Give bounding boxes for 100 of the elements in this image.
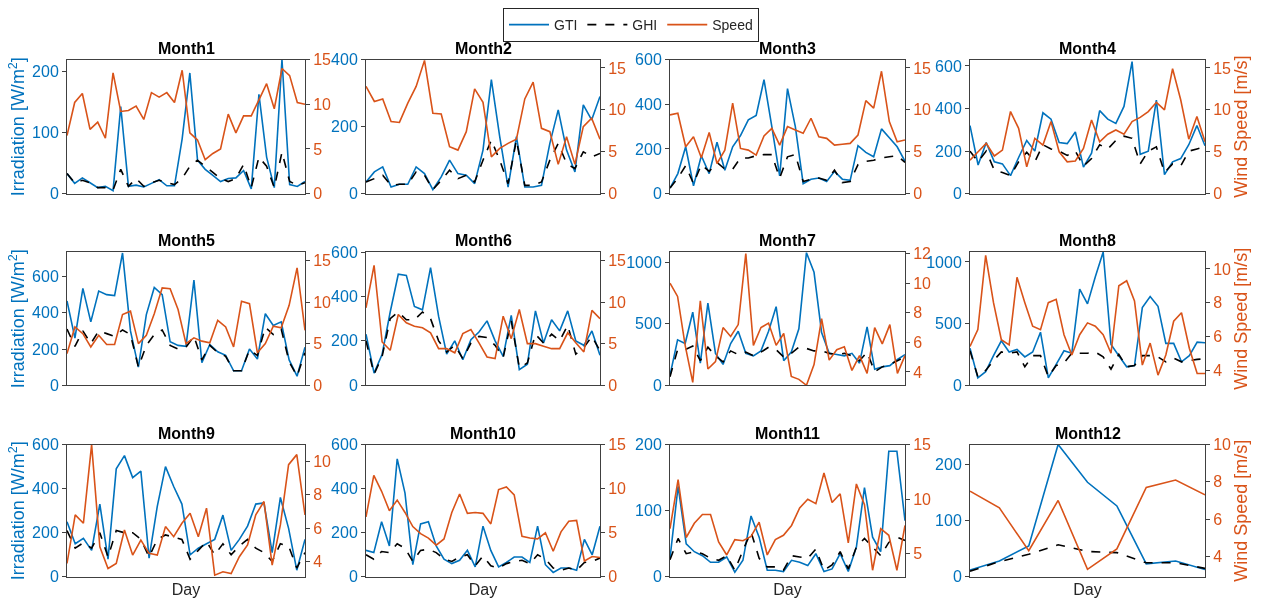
y-tick-label: 500 [635,315,662,333]
line-series [670,78,905,189]
y-tick-label: 0 [49,568,59,586]
y-tick-label: 200 [935,142,962,160]
y2-tick-label: 10 [313,452,332,470]
y2-tick-label: 10 [1213,260,1232,278]
y-tick-label: 100 [32,124,59,142]
y2-tick-label: 8 [313,486,323,504]
line-series [366,78,600,191]
chart-title: Month3 [759,40,816,57]
y2-tick-label: 15 [313,251,332,269]
y2-tick-label: 10 [313,95,332,113]
y-tick-label: 200 [32,63,59,81]
y2-axis-title: Wind Speed [m/s] [1231,55,1252,198]
y2-tick-label: 4 [1213,361,1223,379]
y-tick-label: 600 [32,268,59,286]
line-series [366,59,600,166]
y2-tick-label: 10 [608,101,627,119]
line-series [670,70,905,165]
y-tick-label: 200 [32,524,59,542]
y-tick-label: 600 [331,243,358,261]
y-tick-label: 600 [331,436,358,454]
y-tick-label: 500 [935,315,962,333]
y2-tick-label: 6 [913,333,923,351]
y-tick-label: 400 [935,100,962,118]
y2-tick-label: 4 [313,553,323,571]
chart-title: Month11 [755,425,820,442]
line-series [970,479,1205,571]
chart-title: Month4 [1059,40,1116,57]
y-tick-label: 0 [348,376,358,394]
y2-tick-label: 15 [608,59,627,77]
y-tick-label: 400 [331,288,358,306]
y2-tick-label: 15 [608,436,627,454]
chart-title: Month12 [1055,425,1121,442]
y-tick-label: 600 [32,436,59,454]
y2-tick-label: 5 [608,524,618,542]
y-tick-label: 600 [635,51,662,69]
chart-title: Month2 [455,40,512,57]
y-tick-label: 400 [635,95,662,113]
line-series [67,151,305,191]
y-tick-label: 200 [635,140,662,158]
y-tick-label: 200 [635,436,662,454]
y-tick-label: 0 [348,568,358,586]
y-tick-label: 0 [952,568,962,586]
y2-tick-label: 6 [1213,510,1223,528]
y-tick-label: 400 [32,480,59,498]
chart-title: Month8 [1059,232,1116,249]
y2-tick-label: 10 [313,293,332,311]
line-series [366,474,600,562]
y-tick-label: 200 [331,118,358,136]
y2-tick-label: 6 [1213,327,1223,345]
y2-tick-label: 0 [913,185,923,203]
y2-tick-label: 15 [313,51,332,69]
y2-axis-title: Wind Speed [m/s] [1231,439,1252,582]
y2-tick-label: 5 [913,545,923,563]
y-tick-label: 100 [935,512,962,530]
y-tick-label: 400 [32,304,59,322]
line-series [366,139,600,191]
y2-tick-label: 5 [913,143,923,161]
y-tick-label: 100 [635,502,662,520]
line-series [366,542,600,572]
legend-label: GTI [554,17,578,34]
line-series [67,252,305,378]
line-series [670,153,905,189]
line-series [67,67,305,161]
y-tick-label: 0 [952,185,962,203]
line-series [970,543,1205,572]
chart-title: Month7 [759,232,816,249]
y-tick-label: 0 [348,185,358,203]
y-tick-label: 0 [652,376,662,394]
y-tick-label: 400 [331,51,358,69]
y-tick-label: 1000 [626,254,662,272]
x-axis-title: Day [1073,580,1102,598]
y2-tick-label: 0 [608,185,618,203]
x-axis-title: Day [468,580,498,598]
y2-tick-label: 6 [313,519,323,537]
y-tick-label: 0 [952,376,962,394]
y-tick-label: 200 [331,332,358,350]
y2-tick-label: 10 [913,101,932,119]
y2-tick-label: 15 [913,59,932,77]
x-axis-title: Day [773,580,802,598]
y2-axis-title: Wind Speed [m/s] [1231,247,1252,390]
line-series [67,267,305,355]
y-tick-label: 0 [49,376,59,394]
y2-tick-label: 15 [608,251,627,269]
line-series [970,444,1205,571]
y2-tick-label: 0 [313,185,323,203]
legend-label: GHI [632,17,658,34]
y2-tick-label: 10 [608,480,627,498]
y2-tick-label: 5 [608,143,618,161]
y2-tick-label: 15 [1213,59,1232,77]
y2-tick-label: 0 [1213,185,1223,203]
y-tick-label: 200 [331,524,358,542]
y2-tick-label: 4 [1213,547,1223,565]
y2-tick-label: 5 [608,335,618,353]
y-tick-label: 0 [652,185,662,203]
y-tick-label: 0 [652,568,662,586]
y2-tick-label: 15 [913,436,932,454]
line-series [366,311,600,375]
y2-tick-label: 10 [1213,436,1232,454]
